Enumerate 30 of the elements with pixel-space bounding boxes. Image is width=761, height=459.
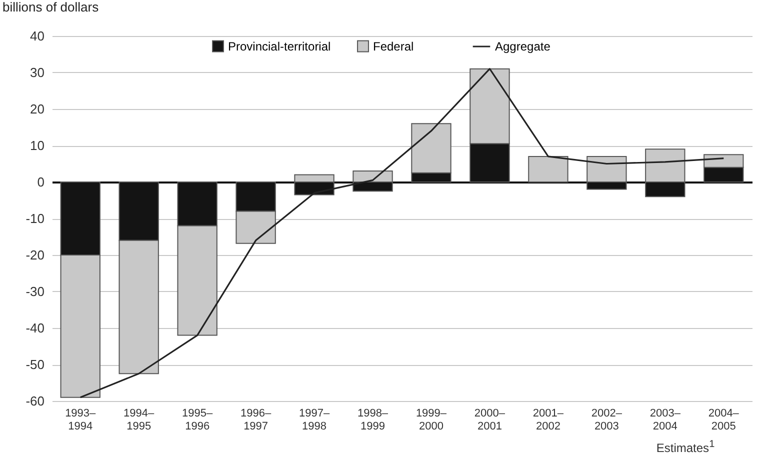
x-tick-label: 2001–2002 [532, 408, 564, 432]
y-tick-label: -60 [26, 394, 44, 408]
legend-label: Aggregate [495, 40, 551, 54]
y-tick-label: 0 [37, 174, 44, 190]
y-tick-label: -20 [26, 248, 44, 262]
y-tick-label: -50 [26, 357, 44, 372]
x-tick-label: 1998–1999 [357, 408, 389, 432]
x-tick-label: 1999–2000 [416, 408, 448, 432]
x-tick-label: 2000–2001 [474, 408, 506, 432]
line-series [80, 68, 724, 398]
x-tick-label: 1994–1995 [124, 408, 156, 432]
y-tick-label: -10 [26, 211, 44, 226]
y-tick-label: 30 [30, 65, 44, 80]
x-tick-label: 1993–1994 [65, 408, 97, 432]
x-tick-label: 1995–1996 [182, 408, 214, 432]
bar [528, 156, 568, 182]
y-tick-label: -30 [26, 284, 44, 299]
x-tick-label: 2003–2004 [650, 408, 682, 432]
y-tick-label: 40 [30, 28, 44, 44]
x-tick-label: 1996–1997 [240, 408, 272, 432]
text: Estimates$^{1}$ [656, 439, 715, 455]
legend-label: Federal [373, 39, 414, 54]
y-axis-title: billions of dollars [2, 0, 100, 14]
legend-label: Provincial-territorial [228, 39, 331, 54]
x-tick-label: 2004–2005 [708, 408, 740, 432]
y-tick-label: 20 [30, 102, 44, 116]
y-tick-label: -40 [26, 320, 44, 336]
y-tick-label: 10 [30, 138, 44, 153]
x-tick-label: 1997–1998 [298, 408, 330, 432]
x-tick-label: 2002–2003 [591, 408, 623, 432]
